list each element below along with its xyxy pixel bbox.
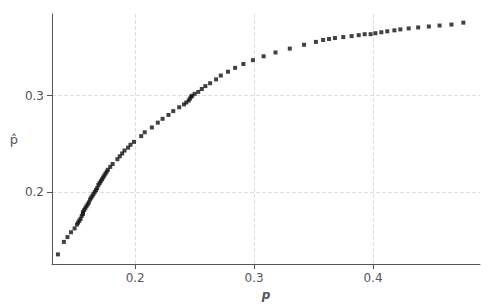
svg-text:p̂: p̂ <box>10 132 18 147</box>
svg-text:0.3: 0.3 <box>245 271 264 285</box>
svg-text:0.4: 0.4 <box>363 271 382 285</box>
svg-text:0.3: 0.3 <box>25 89 44 103</box>
svg-text:0.2: 0.2 <box>126 271 145 285</box>
svg-text:p: p <box>261 288 271 302</box>
svg-text:0.2: 0.2 <box>25 185 44 199</box>
